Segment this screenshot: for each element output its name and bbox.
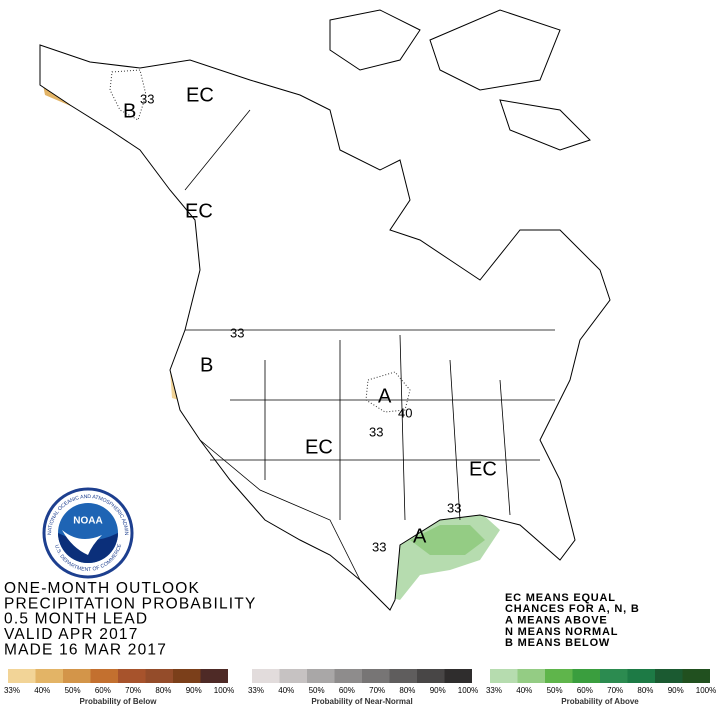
legend-swatch: [600, 669, 628, 683]
legend-tick-label: 60%: [95, 686, 111, 695]
legend-swatch: [252, 669, 280, 683]
contour: [109, 69, 411, 413]
map-label: EC: [185, 200, 213, 222]
legend-tick-label: 40%: [516, 686, 532, 695]
legend-swatch: [444, 669, 472, 683]
above-shading-gulf-inner: [410, 525, 485, 555]
map-label: 33: [140, 91, 154, 106]
legend-swatch: [35, 669, 63, 683]
legend-swatch: [145, 669, 173, 683]
title-line: PRECIPITATION PROBABILITY: [4, 595, 257, 612]
key-line: B MEANS BELOW: [505, 637, 610, 649]
legend-swatch: [655, 669, 683, 683]
legend-swatch: [517, 669, 545, 683]
logo-name: NOAA: [73, 516, 102, 527]
legend-tick-label: 40%: [278, 686, 294, 695]
legend-caption: Probability of Near-Normal: [311, 697, 412, 706]
legend-swatch: [417, 669, 445, 683]
state-borders: [210, 334, 555, 521]
legend-tick-label: 100%: [696, 686, 716, 695]
legend-swatch: [490, 669, 518, 683]
map-label: EC: [469, 458, 497, 480]
legend-tick-label: 70%: [125, 686, 141, 695]
legend-swatch: [8, 669, 36, 683]
us-mexico-border: [199, 439, 361, 581]
legend-swatch: [334, 669, 362, 683]
legend-tick-label: 70%: [369, 686, 385, 695]
legend-swatch: [307, 669, 335, 683]
legend-swatch: [682, 669, 710, 683]
map-label: A: [413, 525, 427, 547]
key-line: A MEANS ABOVE: [505, 615, 607, 627]
legend-swatch: [200, 669, 228, 683]
legend-tick-label: 50%: [547, 686, 563, 695]
map-label: B: [200, 354, 213, 376]
map-label: 33: [447, 500, 461, 515]
legend-tick-label: 60%: [577, 686, 593, 695]
legend-caption: Probability of Below: [80, 697, 158, 706]
map-label: B: [123, 100, 136, 122]
legend-tick-label: 90%: [668, 686, 684, 695]
title-line: VALID APR 2017: [4, 626, 139, 643]
legend-swatch: [90, 669, 118, 683]
map-label: A: [378, 385, 392, 407]
legend-swatch: [572, 669, 600, 683]
legend-swatch: [118, 669, 146, 683]
legend-tick-label: 40%: [34, 686, 50, 695]
legend-scales: 33% 40% 50% 60% 70% 80% 90% 100% Probability of …: [4, 669, 716, 706]
title-line: 0.5 MONTH LEAD: [4, 611, 148, 628]
title-line: ONE-MONTH OUTLOOK: [4, 580, 200, 597]
legend-tick-label: 100%: [458, 686, 478, 695]
map-label: 33: [369, 424, 383, 439]
key-line: EC MEANS EQUAL: [505, 592, 616, 604]
legend-swatch: [545, 669, 573, 683]
map-label: 40: [398, 405, 412, 420]
legend-swatch: [63, 669, 91, 683]
legend-swatch: [389, 669, 417, 683]
map-label: 33: [372, 539, 386, 554]
legend-tick-label: 80%: [399, 686, 415, 695]
legend-tick-label: 33%: [486, 686, 502, 695]
map-label: 33: [230, 325, 244, 340]
legend-swatch: [279, 669, 307, 683]
arctic-islands: [329, 9, 591, 151]
legend-tick-label: 33%: [248, 686, 264, 695]
legend-tick-label: 90%: [430, 686, 446, 695]
legend-tick-label: 60%: [339, 686, 355, 695]
legend-tick-label: 100%: [214, 686, 234, 695]
legend-swatch: [173, 669, 201, 683]
key-line: N MEANS NORMAL: [505, 626, 618, 638]
legend-tick-label: 50%: [65, 686, 81, 695]
legend-swatch: [627, 669, 655, 683]
legend-tick-label: 50%: [309, 686, 325, 695]
title-line: MADE 16 MAR 2017: [4, 641, 167, 658]
alaska-border: [184, 109, 251, 191]
legend-caption: Probability of Above: [561, 697, 639, 706]
key-line: CHANCES FOR A, N, B: [505, 603, 640, 615]
map-label: EC: [186, 84, 214, 106]
legend-tick-label: 80%: [155, 686, 171, 695]
legend-tick-label: 70%: [607, 686, 623, 695]
legend-swatch: [362, 669, 390, 683]
legend-tick-label: 90%: [186, 686, 202, 695]
legend-tick-label: 33%: [4, 686, 20, 695]
map-label: EC: [305, 436, 333, 458]
legend-tick-label: 80%: [637, 686, 653, 695]
